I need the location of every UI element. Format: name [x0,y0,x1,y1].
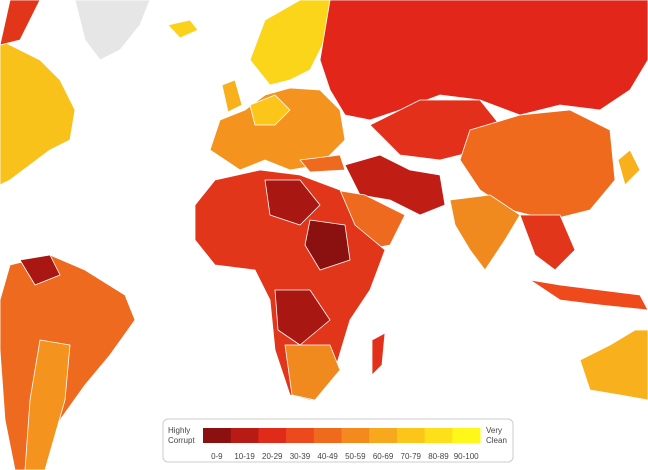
legend-bin-label: 0-9 [211,452,223,461]
legend-bin-label: 10-19 [234,452,255,461]
uk [221,79,243,113]
alaska [0,0,41,46]
legend-bin-label: 60-69 [373,452,394,461]
southern-africa [284,344,341,401]
se-asia [519,214,576,271]
congo [274,289,331,346]
india [449,194,521,271]
middle-east [344,154,446,216]
legend: Highly Corrupt Very Clean 0-9 10-19 20-29 30-… [162,418,514,463]
legend-bin-label: 30-39 [290,452,311,461]
russia [319,0,648,121]
north-america [0,39,76,186]
sudan [304,219,351,271]
legend-high-label: Very Clean [486,426,507,445]
legend-swatch [369,428,398,443]
legend-bin-label: 80-89 [428,452,449,461]
legend-swatch [203,428,232,443]
argentina [24,339,71,470]
japan [617,149,641,186]
legend-bin-label: 90-100 [454,452,479,461]
australia [579,329,648,401]
legend-bin-label: 70-79 [401,452,422,461]
legend-swatch [313,428,342,443]
indonesia [529,279,648,311]
legend-swatch [396,428,426,443]
legend-swatch [286,428,315,443]
legend-bin-label: 40-49 [317,452,338,461]
greenland [74,0,151,61]
legend-swatch [341,428,370,443]
venezuela [19,254,61,286]
legend-swatch [258,428,287,443]
legend-swatch [424,428,453,443]
libya [264,179,321,226]
turkey [299,154,346,173]
europe [209,87,346,171]
scandinavia [249,0,331,86]
legend-bin-label: 50-59 [345,452,366,461]
madagascar [371,332,386,376]
legend-swatch [452,428,481,443]
china [459,109,616,221]
legend-swatch [230,428,259,443]
legend-low-label: Highly Corrupt [168,426,195,445]
legend-bin-label: 20-29 [262,452,283,461]
iceland [167,19,199,39]
central-europe [249,94,291,126]
